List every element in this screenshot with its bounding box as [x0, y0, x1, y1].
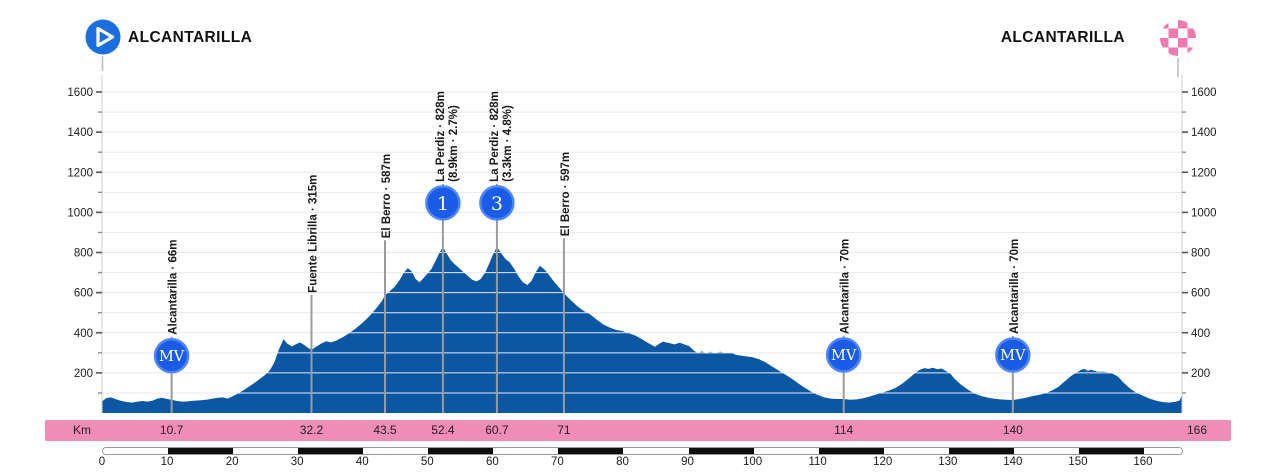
- climb-category-badge: [425, 185, 461, 221]
- scale-tick-label: 30: [290, 456, 304, 468]
- scale-tick-label: 140: [1003, 456, 1023, 468]
- marker-label: La Perdiz · 828m: [435, 91, 447, 182]
- scale-tick-label: 100: [743, 456, 763, 468]
- y-axis-label-right: 800: [1191, 248, 1210, 260]
- badge-text: MV: [159, 349, 185, 365]
- scale-tick-label: 70: [551, 456, 564, 468]
- distance-scale-bar: [102, 447, 1183, 455]
- scale-tick-label: 110: [808, 456, 827, 468]
- km-bar-value: 71: [557, 423, 571, 437]
- scale-tick-label: 10: [160, 456, 174, 468]
- marker-sublabel: (3.3km · 4.8%): [502, 105, 514, 182]
- km-bar-value: 10.7: [159, 423, 184, 437]
- scale-segment: [493, 448, 559, 454]
- badge-text: 3: [491, 193, 503, 215]
- scale-tick-label: 120: [873, 456, 893, 468]
- scale-segment: [558, 448, 624, 454]
- scale-segment: [688, 448, 754, 454]
- km-bar-value: 43.5: [373, 423, 397, 437]
- km-bar-value: 60.7: [485, 423, 509, 437]
- y-axis-label-left: 800: [74, 248, 93, 260]
- scale-segment: [948, 448, 1014, 454]
- scale-segment: [1078, 448, 1144, 454]
- y-axis-label-right: 1200: [1191, 167, 1217, 179]
- marker-label: Alcantarilla · 70m: [840, 239, 852, 334]
- scale-tick-label: 80: [616, 456, 629, 468]
- climb-category-badge: [479, 185, 515, 221]
- scale-tick-label: 0: [98, 456, 106, 468]
- km-bar-title: Km: [73, 423, 91, 437]
- y-axis-label-left: 1600: [67, 87, 93, 99]
- y-axis-label-left: 200: [74, 368, 93, 380]
- y-axis-label-right: 200: [1191, 368, 1210, 380]
- scale-segment: [298, 448, 364, 454]
- marker-label: El Berro · 587m: [381, 154, 393, 238]
- scale-segment: [1143, 448, 1182, 454]
- y-axis-label-left: 600: [74, 288, 93, 300]
- marker-label: Alcantarilla · 70m: [1009, 239, 1021, 334]
- scale-segment: [883, 448, 949, 454]
- y-axis-label-left: 1200: [67, 167, 93, 179]
- scale-segment: [233, 448, 299, 454]
- start-town-label: ALCANTARILLA: [128, 29, 253, 46]
- scale-segment: [168, 448, 234, 454]
- badge-text: MV: [831, 348, 857, 364]
- scale-segment: [623, 448, 689, 454]
- marker-label: Fuente Librilla · 315m: [307, 175, 319, 293]
- y-axis-label-left: 1400: [67, 127, 93, 139]
- finish-town-label: ALCANTARILLA: [1000, 29, 1125, 46]
- scale-tick-label: 90: [681, 456, 694, 468]
- scale-tick-label: 130: [938, 456, 958, 468]
- y-axis-label-right: 1400: [1191, 127, 1217, 139]
- y-axis-label-right: 1600: [1191, 87, 1217, 99]
- scale-segment: [363, 448, 429, 454]
- marker-label: El Berro · 597m: [560, 152, 572, 236]
- elevation-profile-area: [102, 246, 1182, 413]
- finish-checkered-icon: [1159, 19, 1197, 62]
- scale-tick-label: 150: [1068, 456, 1088, 468]
- y-axis-label-left: 400: [74, 328, 93, 340]
- scale-segment: [753, 448, 819, 454]
- y-axis-label-right: 1000: [1191, 207, 1217, 219]
- y-axis-label-right: 400: [1191, 328, 1210, 340]
- scale-tick-label: 50: [420, 456, 434, 468]
- start-play-icon: [85, 19, 121, 55]
- km-bar-value: 166: [1186, 423, 1208, 437]
- km-bar-value: 32.2: [299, 423, 324, 437]
- km-bar: Km 10.7 32.2 43.5 52.4 60.7 71 114 140 166: [45, 420, 1231, 441]
- scale-segment: [818, 448, 884, 454]
- intermediate-sprint-badge: [995, 337, 1031, 373]
- km-bar-value: 114: [834, 423, 854, 437]
- km-bar-value: 140: [1002, 423, 1023, 437]
- intermediate-sprint-badge: [825, 337, 862, 373]
- badge-text: MV: [1000, 348, 1026, 364]
- km-bar-value: 52.4: [431, 423, 455, 437]
- badge-text: 1: [437, 193, 449, 215]
- scale-segment: [1013, 448, 1079, 454]
- scale-tick-label: 160: [1133, 456, 1153, 468]
- scale-segment: [103, 448, 169, 454]
- marker-label: La Perdiz · 828m: [489, 91, 501, 182]
- marker-sublabel: (8.9km · 2.7%): [448, 105, 460, 182]
- intermediate-sprint-badge: [153, 338, 190, 374]
- scale-tick-label: 20: [225, 456, 239, 468]
- marker-label: Alcantarilla · 66m: [168, 240, 180, 335]
- scale-tick-label: 60: [485, 456, 499, 468]
- y-axis-label-left: 1000: [67, 207, 93, 219]
- scale-segment: [428, 448, 494, 454]
- start-block: [85, 19, 121, 60]
- scale-tick-label: 40: [355, 456, 369, 468]
- y-axis-label-right: 600: [1191, 288, 1210, 300]
